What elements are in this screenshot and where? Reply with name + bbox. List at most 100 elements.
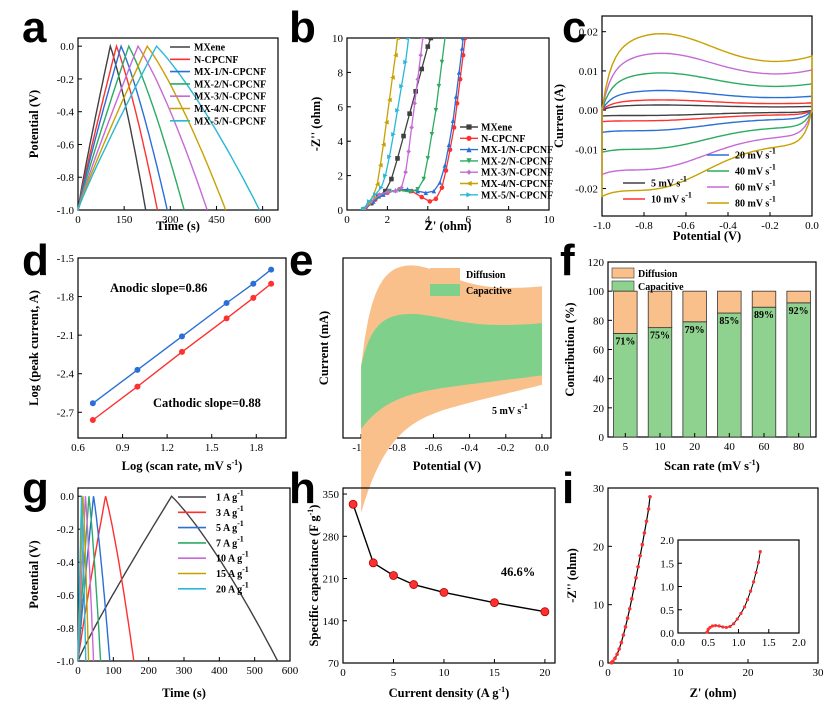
x-tick-label: 20: [689, 441, 701, 453]
retention-annotation: 46.6%: [501, 565, 535, 579]
data-point-i: [644, 519, 649, 524]
data-point-d: [134, 383, 141, 390]
data-point-b: [406, 149, 411, 154]
bar-diffusion-60: [751, 290, 777, 308]
data-point-d: [89, 417, 96, 423]
legend-marker-b: [466, 192, 472, 198]
bar-capacitive-80: [786, 302, 811, 438]
x-axis-label: Current density (A g-1): [389, 685, 510, 700]
panel-letter-c: c: [562, 3, 586, 52]
y-tick-label: 280: [323, 531, 340, 543]
plot-frame: [77, 257, 287, 439]
legend-label-b: MX-2/N-CPCNF: [481, 156, 553, 167]
annotation-cathodic: Cathodic slope=0.88: [153, 396, 261, 410]
x-tick-label: -0.2: [497, 442, 514, 454]
inset-point: [717, 624, 721, 628]
x-tick-label: 80: [793, 441, 805, 453]
x-tick-label: 60: [759, 441, 771, 453]
x-tick-label: 10: [673, 667, 685, 679]
series-line-b-2: [364, 38, 464, 210]
x-tick-label: 0.5: [701, 637, 715, 649]
data-point-b: [421, 176, 427, 182]
data-point-b: [428, 38, 434, 41]
bar-capacitive-40: [717, 312, 742, 438]
y-tick-label: 140: [323, 616, 340, 628]
inset-point: [705, 630, 709, 634]
data-point-b: [372, 192, 378, 197]
x-tick-label: -0.6: [425, 442, 443, 454]
x-tick-label: 1.5: [205, 442, 219, 454]
data-point-b: [399, 83, 404, 89]
legend-label-c: 80 mV s-1: [735, 195, 776, 210]
legend-label-c: 20 mV s-1: [735, 147, 776, 162]
x-tick-label: -0.6: [677, 220, 695, 232]
panel-e-chart: -1.0 -0.8 -0.6 -0.4 -0.2 0.0DiffusionCapaciti…: [317, 257, 552, 513]
bar-diffusion-80: [786, 290, 811, 304]
data-point-b: [383, 188, 388, 194]
x-axis-label: Time (s): [162, 686, 206, 700]
y-tick-label: -0.6: [57, 139, 75, 151]
cv-loop-c-1: [601, 99, 813, 123]
x-tick-label: 0: [344, 214, 350, 226]
bar-percent-label: 71%: [615, 336, 635, 347]
series-line-g-0: [77, 495, 279, 662]
y-tick-label: 70: [328, 658, 340, 670]
x-axis-label: Potential (V): [413, 459, 481, 473]
annotation-anodic: Anodic slope=0.86: [110, 281, 207, 295]
data-point-b: [395, 107, 400, 113]
x-tick-label: 600: [282, 665, 299, 677]
panel-letter-b: b: [289, 3, 316, 52]
plot-frame: [77, 37, 279, 211]
legend-label-c: 10 mV s-1: [651, 191, 692, 206]
series-line-a-1: [77, 43, 159, 211]
x-tick-label: 0.6: [71, 442, 85, 454]
inset-point: [735, 617, 739, 621]
panel-f-chart: 0 20 40 60 80 100 120 71% 5 75% 10 79% 20 85% 40 89% 60 9…: [563, 257, 817, 473]
legend-label-g: 15 A g-1: [216, 565, 249, 580]
data-point-h: [409, 580, 419, 589]
data-point-d: [223, 315, 230, 322]
data-point-d: [250, 280, 257, 287]
data-point-b: [403, 59, 408, 65]
inset-point: [745, 597, 750, 602]
x-tick-label: 15: [489, 667, 501, 679]
y-axis-label: Potential (V): [27, 540, 41, 608]
data-point-b: [389, 176, 394, 182]
data-point-b: [385, 189, 390, 195]
legend-label-g: 20 A g-1: [216, 580, 249, 595]
y-tick-label: 30: [593, 483, 605, 495]
series-line-a-6: [77, 45, 261, 211]
y-tick-label: 1.0: [660, 582, 674, 594]
data-point-i: [617, 647, 621, 651]
x-tick-label: 600: [254, 214, 271, 226]
series-line-b-4: [363, 38, 424, 210]
panel-letter-e: e: [289, 236, 313, 285]
scan-rate-annotation: 5 mV s-1: [492, 402, 528, 417]
data-point-b: [407, 111, 412, 116]
data-point-b: [406, 38, 411, 41]
legend-label-a: MX-2/N-CPCNF: [194, 79, 266, 90]
data-point-i: [646, 507, 651, 511]
legend-label-c: 40 mV s-1: [735, 163, 776, 178]
data-point-i: [638, 553, 642, 558]
x-tick-label: 2: [385, 214, 391, 226]
y-tick-label: 210: [323, 574, 340, 586]
data-point-b: [409, 125, 414, 130]
y-tick-label: 0.0: [60, 491, 74, 503]
x-tick-label: 0: [75, 214, 81, 226]
y-tick-label: 20: [593, 541, 605, 553]
y-tick-label: -1.8: [57, 292, 75, 304]
y-tick-label: 100: [588, 286, 605, 298]
bar-percent-label: 92%: [789, 306, 809, 317]
y-axis-label: Contribution (%): [563, 302, 577, 396]
x-tick-label: 150: [116, 214, 133, 226]
series-line-g-6: [77, 496, 87, 662]
data-point-b: [420, 38, 426, 41]
y-tick-label: -2.1: [57, 330, 74, 342]
data-point-b: [456, 70, 462, 75]
data-point-h: [389, 571, 398, 580]
data-point-d: [179, 348, 185, 355]
legend-swatch-f: [611, 280, 635, 292]
data-point-b: [436, 83, 442, 89]
x-tick-label: 0.9: [116, 442, 130, 454]
